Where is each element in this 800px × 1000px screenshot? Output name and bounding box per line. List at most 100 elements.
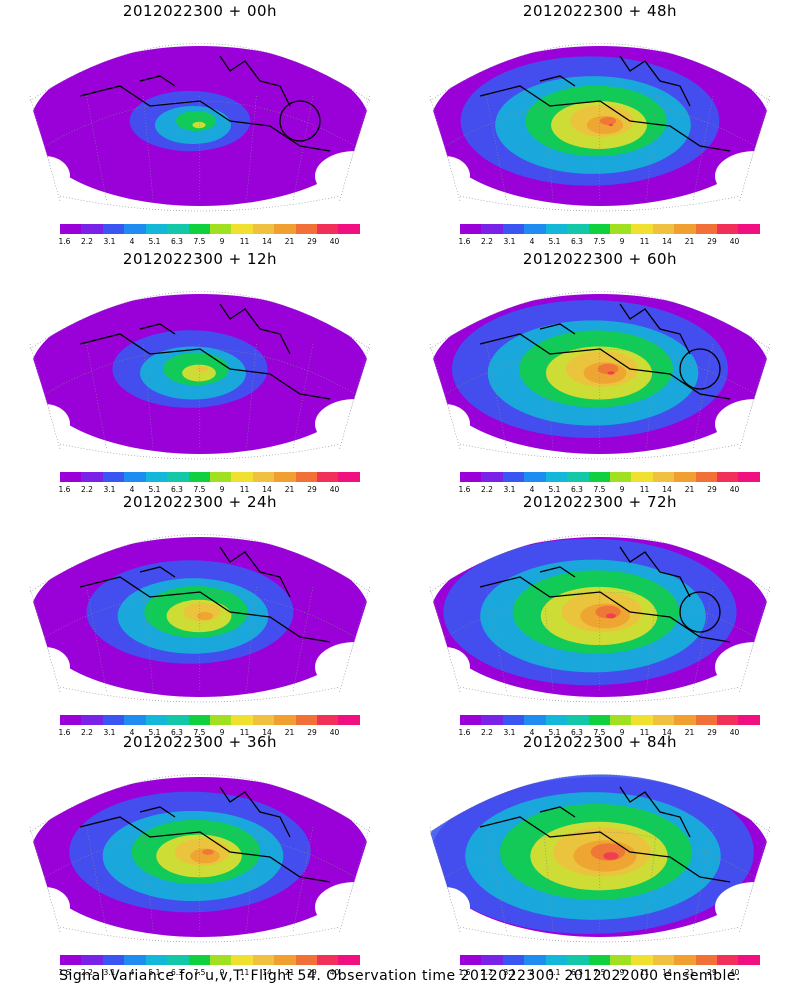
map-panel-p12: 2012022300 + 12h 1.6 2.2 3.1 4 5.1 6.3 7.5 9 11 14… <box>0 250 400 495</box>
colorbar-labels: 1.6 2.2 3.1 4 5.1 6.3 7.5 9 11 14 21 29 40 <box>58 485 360 495</box>
colorbar-label: 5.1 <box>548 485 561 494</box>
panel-title: 2012022300 + 00h <box>122 2 278 20</box>
colorbar-label: 7.5 <box>193 237 206 246</box>
colorbar-segment <box>317 955 339 965</box>
colorbar-segment <box>338 472 360 482</box>
colorbar-segment <box>295 715 318 725</box>
colorbar-label: 5.1 <box>148 237 161 246</box>
colorbar-labels: 1.6 2.2 3.1 4 5.1 6.3 7.5 9 11 14 21 29 40 <box>458 485 760 495</box>
colorbar-label: 6.3 <box>171 728 183 737</box>
colorbar-label: 7.5 <box>593 485 606 494</box>
colorbar-segment <box>545 955 568 965</box>
colorbar-segment <box>252 715 275 725</box>
colorbar-segment <box>145 224 168 234</box>
variance-map <box>29 43 371 212</box>
colorbar <box>60 715 360 725</box>
colorbar-segment <box>145 472 168 482</box>
colorbar-segment <box>317 472 339 482</box>
colorbar-segment <box>588 955 610 965</box>
colorbar <box>460 715 760 725</box>
variance-map <box>429 774 771 943</box>
panel-title: 2012022300 + 48h <box>522 2 678 20</box>
colorbar-label: 4 <box>529 485 535 494</box>
colorbar-segment <box>652 955 675 965</box>
colorbar-label: 1.6 <box>458 485 471 494</box>
colorbar-segment <box>295 472 318 482</box>
colorbar-segment <box>567 472 589 482</box>
observation-circle <box>279 100 321 142</box>
colorbar-segment <box>481 715 503 725</box>
colorbar-segment <box>481 955 503 965</box>
colorbar-segment <box>167 224 189 234</box>
colorbar-label: 5.1 <box>148 485 161 494</box>
colorbar-label: 7.5 <box>593 237 606 246</box>
colorbar-segment <box>738 955 760 965</box>
colorbar-labels: 1.6 2.2 3.1 4 5.1 6.3 7.5 9 11 14 21 29 40 <box>59 728 360 738</box>
colorbar-segment <box>252 472 275 482</box>
colorbar-label: 40 <box>329 728 340 737</box>
colorbar-segment <box>274 472 296 482</box>
colorbar-label: 21 <box>684 728 695 737</box>
observation-circle <box>679 591 721 633</box>
colorbar-segment <box>481 224 503 234</box>
colorbar-segment <box>145 955 168 965</box>
colorbar-label: 6.3 <box>571 237 583 246</box>
colorbar-segment <box>502 715 525 725</box>
colorbar-label: 29 <box>307 968 317 977</box>
variance-map <box>429 534 771 703</box>
colorbar-segment <box>695 472 718 482</box>
map-panel-p48: 2012022300 + 48h 1.6 2.2 3.1 4 5.1 6.3 7.5 9 11 14… <box>400 2 800 247</box>
colorbar-segment <box>209 715 232 725</box>
colorbar-label: 40 <box>329 237 340 246</box>
colorbar-label: 4 <box>129 728 135 737</box>
colorbar-segment <box>295 224 318 234</box>
colorbar-segment <box>545 472 568 482</box>
colorbar-segment <box>81 224 103 234</box>
colorbar-label: 9 <box>219 237 225 246</box>
colorbar-segment <box>338 715 360 725</box>
colorbar-segment <box>717 224 739 234</box>
colorbar-segment <box>102 955 125 965</box>
colorbar-segment <box>545 224 568 234</box>
colorbar-label: 4 <box>129 968 135 977</box>
map-panel-p24: 2012022300 + 24h 1.6 2.2 3.1 4 5.1 6.3 7.5 9 11 14… <box>0 493 400 738</box>
colorbar-label: 9 <box>619 485 625 494</box>
colorbar-label: 4 <box>529 968 535 977</box>
colorbar-segment <box>631 472 653 482</box>
map-panel-p00: 2012022300 + 00h 1.6 2.2 3.1 4 5.1 6.3 7.5 9 11 14… <box>0 2 400 247</box>
colorbar-segment <box>652 472 675 482</box>
colorbar-label: 14 <box>662 237 672 246</box>
colorbar-segment <box>338 955 360 965</box>
colorbar-segment <box>60 955 82 965</box>
colorbar <box>60 472 360 482</box>
colorbar-label: 21 <box>284 237 295 246</box>
colorbar-label: 6.3 <box>571 968 583 977</box>
colorbar-label: 2.2 <box>81 968 93 977</box>
colorbar-label: 7.5 <box>193 485 206 494</box>
colorbar-label: 7.5 <box>593 728 606 737</box>
colorbar-segment <box>188 715 210 725</box>
colorbar-segment <box>674 224 696 234</box>
colorbar-label: 14 <box>662 728 672 737</box>
colorbar-label: 4 <box>129 237 135 246</box>
colorbar-segment <box>81 472 103 482</box>
colorbar-label: 11 <box>239 728 250 737</box>
colorbar-segment <box>609 224 632 234</box>
colorbar-segment <box>81 955 103 965</box>
colorbar-label: 14 <box>662 968 672 977</box>
colorbar-segment <box>338 224 360 234</box>
colorbar-labels: 1.6 2.2 3.1 4 5.1 6.3 7.5 9 11 14 21 29 40 <box>459 968 760 978</box>
colorbar-segment <box>231 472 253 482</box>
colorbar-label: 29 <box>707 485 717 494</box>
colorbar-label: 9 <box>619 237 625 246</box>
colorbar-label: 11 <box>239 485 250 494</box>
colorbar-segment <box>695 955 718 965</box>
colorbar-label: 3.1 <box>503 485 516 494</box>
colorbar-label: 3.1 <box>103 728 116 737</box>
colorbar-label: 29 <box>307 485 317 494</box>
map-panel-p60: 2012022300 + 60h 1.6 2.2 3.1 4 5.1 6.3 7.5 9 11 14… <box>400 250 800 495</box>
colorbar-label: 4 <box>529 237 535 246</box>
colorbar-label: 40 <box>729 728 740 737</box>
colorbar-label: 2.2 <box>81 237 93 246</box>
colorbar-label: 1.6 <box>58 485 71 494</box>
